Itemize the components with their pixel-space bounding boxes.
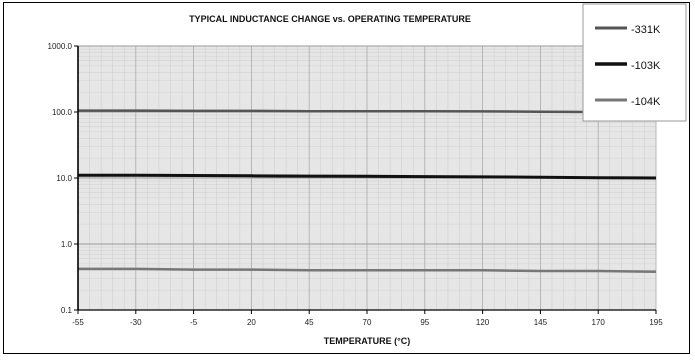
x-tick-label: 20 xyxy=(247,318,256,327)
x-tick-label: -55 xyxy=(72,318,84,327)
series-line-331k xyxy=(78,109,656,114)
x-tick-label: -30 xyxy=(130,318,142,327)
y-tick-label: 10.0 xyxy=(56,174,72,183)
y-tick-label: 100.0 xyxy=(52,108,73,117)
x-tick-label: 45 xyxy=(305,318,314,327)
chart-title: TYPICAL INDUCTANCE CHANGE vs. OPERATING … xyxy=(189,14,471,24)
x-tick-label: 70 xyxy=(363,318,372,327)
y-tick-label: 1000.0 xyxy=(48,42,73,51)
x-tick-label: 170 xyxy=(592,318,606,327)
series-line-104k xyxy=(78,267,657,273)
x-tick-label: -5 xyxy=(190,318,198,327)
x-axis-title: TEMPERATURE (°C) xyxy=(324,336,410,346)
x-tick-label: 145 xyxy=(534,318,548,327)
y-tick-label: 1.0 xyxy=(61,240,73,249)
y-tick-label: 0.1 xyxy=(61,306,73,315)
legend-label: -103K xyxy=(631,60,661,72)
x-tick-label: 195 xyxy=(649,318,663,327)
x-tick-label: 95 xyxy=(420,318,429,327)
x-tick-label: 120 xyxy=(476,318,490,327)
legend-label: -104K xyxy=(631,96,661,108)
series-line-103k xyxy=(78,173,657,180)
legend-label: -331K xyxy=(631,24,661,36)
